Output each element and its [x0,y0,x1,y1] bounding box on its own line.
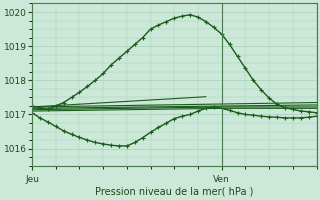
X-axis label: Pression niveau de la mer( hPa ): Pression niveau de la mer( hPa ) [95,187,253,197]
